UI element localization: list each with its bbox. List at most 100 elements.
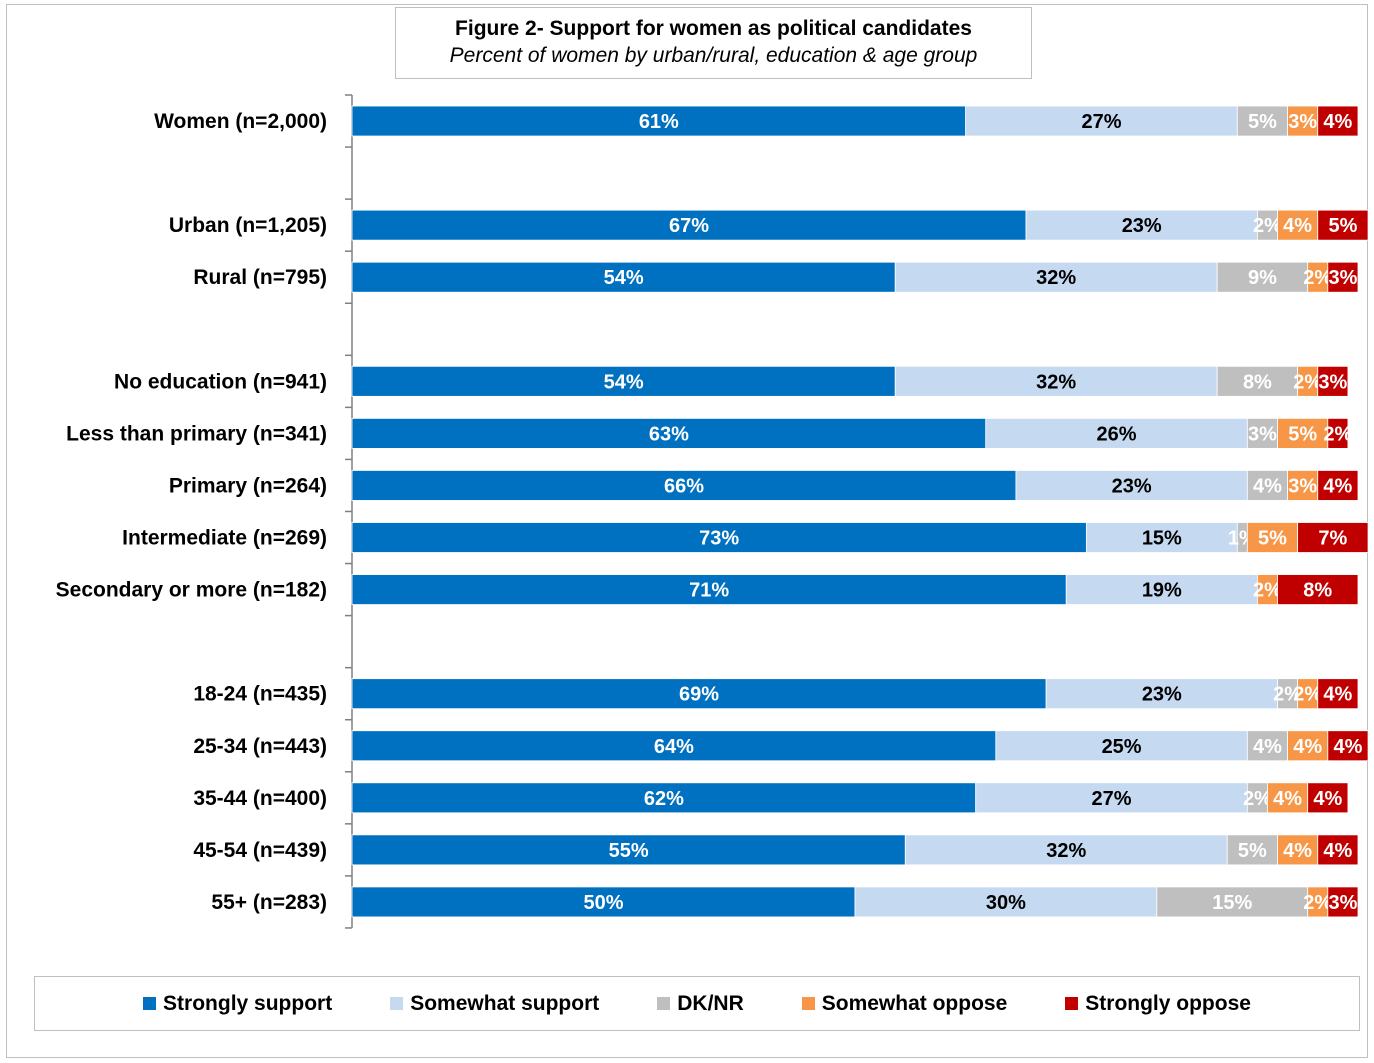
bar-segment (1246, 522, 1299, 553)
bar-segment (904, 834, 1228, 866)
legend-label: Strongly oppose (1085, 991, 1251, 1015)
y-axis (345, 94, 353, 929)
data-label: 9% (1248, 267, 1277, 289)
data-label: 32% (1036, 267, 1076, 289)
bar-segment (1246, 417, 1278, 449)
data-label: 4% (1273, 788, 1302, 810)
data-label: 4% (1323, 475, 1352, 497)
data-label: 32% (1036, 371, 1076, 393)
legend-item: Somewhat support (390, 992, 599, 1016)
bar-segment (1327, 417, 1349, 449)
data-label: 25% (1102, 736, 1142, 758)
data-label: 4% (1313, 788, 1342, 810)
bar-segment (351, 678, 1047, 710)
data-label: 2% (1243, 788, 1272, 810)
data-label: 2% (1293, 371, 1322, 393)
data-label: 3% (1288, 111, 1317, 133)
category-label: Primary (n=264) (169, 474, 327, 497)
bar-segment (351, 574, 1067, 605)
bar-segment (351, 365, 896, 397)
legend-swatch (801, 997, 815, 1010)
bar-segment (1317, 105, 1359, 137)
bar-segment (1317, 470, 1359, 501)
category-label: Intermediate (n=269) (122, 527, 327, 550)
chart-title: Figure 2- Support for women as political… (455, 17, 972, 40)
data-label: 2% (1323, 423, 1352, 445)
category-label: Less than primary (n=341) (66, 422, 327, 445)
legend-item: DK/NR (657, 992, 744, 1016)
data-label: 3% (1248, 423, 1277, 445)
bar-segment (995, 730, 1248, 762)
data-label: 30% (986, 892, 1026, 914)
data-label: 2% (1303, 892, 1332, 914)
data-label: 66% (664, 475, 704, 497)
data-label: 15% (1212, 892, 1252, 914)
bar-segment (1015, 470, 1248, 501)
data-label: 5% (1248, 111, 1277, 133)
data-label: 73% (699, 528, 739, 550)
data-label: 3% (1288, 475, 1317, 497)
data-label: 67% (669, 215, 709, 237)
bar-segment (351, 834, 906, 866)
data-label: 64% (654, 736, 694, 758)
data-label: 2% (1303, 267, 1332, 289)
data-label: 4% (1283, 840, 1312, 862)
data-label: 4% (1253, 475, 1282, 497)
legend-swatch (657, 997, 671, 1010)
data-label: 69% (679, 684, 719, 706)
data-label: 27% (1081, 111, 1121, 133)
data-label: 5% (1328, 215, 1357, 237)
category-label: 25-34 (n=443) (193, 735, 327, 758)
chart-title-box: Figure 2- Support for women as political… (395, 7, 1032, 79)
bar-segment (1277, 417, 1329, 449)
category-label: 55+ (n=283) (211, 891, 327, 914)
bar-segment (1156, 886, 1309, 918)
data-label: 2% (1273, 684, 1302, 706)
data-label: 55% (609, 840, 649, 862)
category-label: 45-54 (n=439) (193, 839, 327, 862)
data-label: 54% (604, 267, 644, 289)
data-label: 4% (1253, 736, 1282, 758)
data-label: 63% (649, 423, 689, 445)
legend-swatch (143, 997, 157, 1010)
bar-segment (351, 782, 977, 814)
data-label: 2% (1253, 215, 1282, 237)
bar-segment (351, 886, 856, 918)
bar-segment (351, 470, 1017, 501)
data-label: 32% (1046, 840, 1086, 862)
legend-label: Strongly support (163, 991, 333, 1015)
bar-segment (1327, 886, 1359, 918)
bar-segment (1287, 105, 1319, 137)
bar-segment (1297, 522, 1369, 553)
legend-label: DK/NR (677, 991, 744, 1015)
data-label: 4% (1323, 840, 1352, 862)
bar-segment (1216, 261, 1309, 293)
chart-legend: Strongly support Somewhat support DK/NR Som… (34, 976, 1360, 1031)
bar-segment (1317, 365, 1349, 397)
data-label: 4% (1333, 736, 1362, 758)
data-label: 7% (1318, 528, 1347, 550)
bar-segment (1327, 730, 1369, 762)
data-label: 23% (1112, 475, 1152, 497)
bar-segment (351, 730, 997, 762)
bar-segment (1236, 105, 1288, 137)
category-label: No education (n=941) (114, 370, 327, 393)
bar-segment (1216, 365, 1299, 397)
bar-segment (894, 261, 1218, 293)
bar-segment (894, 365, 1218, 397)
category-label: Women (n=2,000) (154, 110, 327, 133)
bar-segment (1226, 834, 1278, 866)
category-label: Secondary or more (n=182) (56, 579, 327, 602)
bar-segment (1327, 261, 1359, 293)
category-label: Urban (n=1,205) (169, 214, 327, 237)
data-label: 3% (1328, 267, 1357, 289)
legend-label: Somewhat support (410, 991, 600, 1015)
data-label: 15% (1142, 528, 1182, 550)
bar-segment (985, 417, 1248, 449)
category-label: 35-44 (n=400) (193, 787, 327, 810)
bar-segment (1277, 574, 1359, 605)
bar-segment (351, 209, 1027, 241)
bar-segment (1317, 678, 1359, 710)
bar-segment (1085, 522, 1238, 553)
data-label: 8% (1243, 371, 1272, 393)
